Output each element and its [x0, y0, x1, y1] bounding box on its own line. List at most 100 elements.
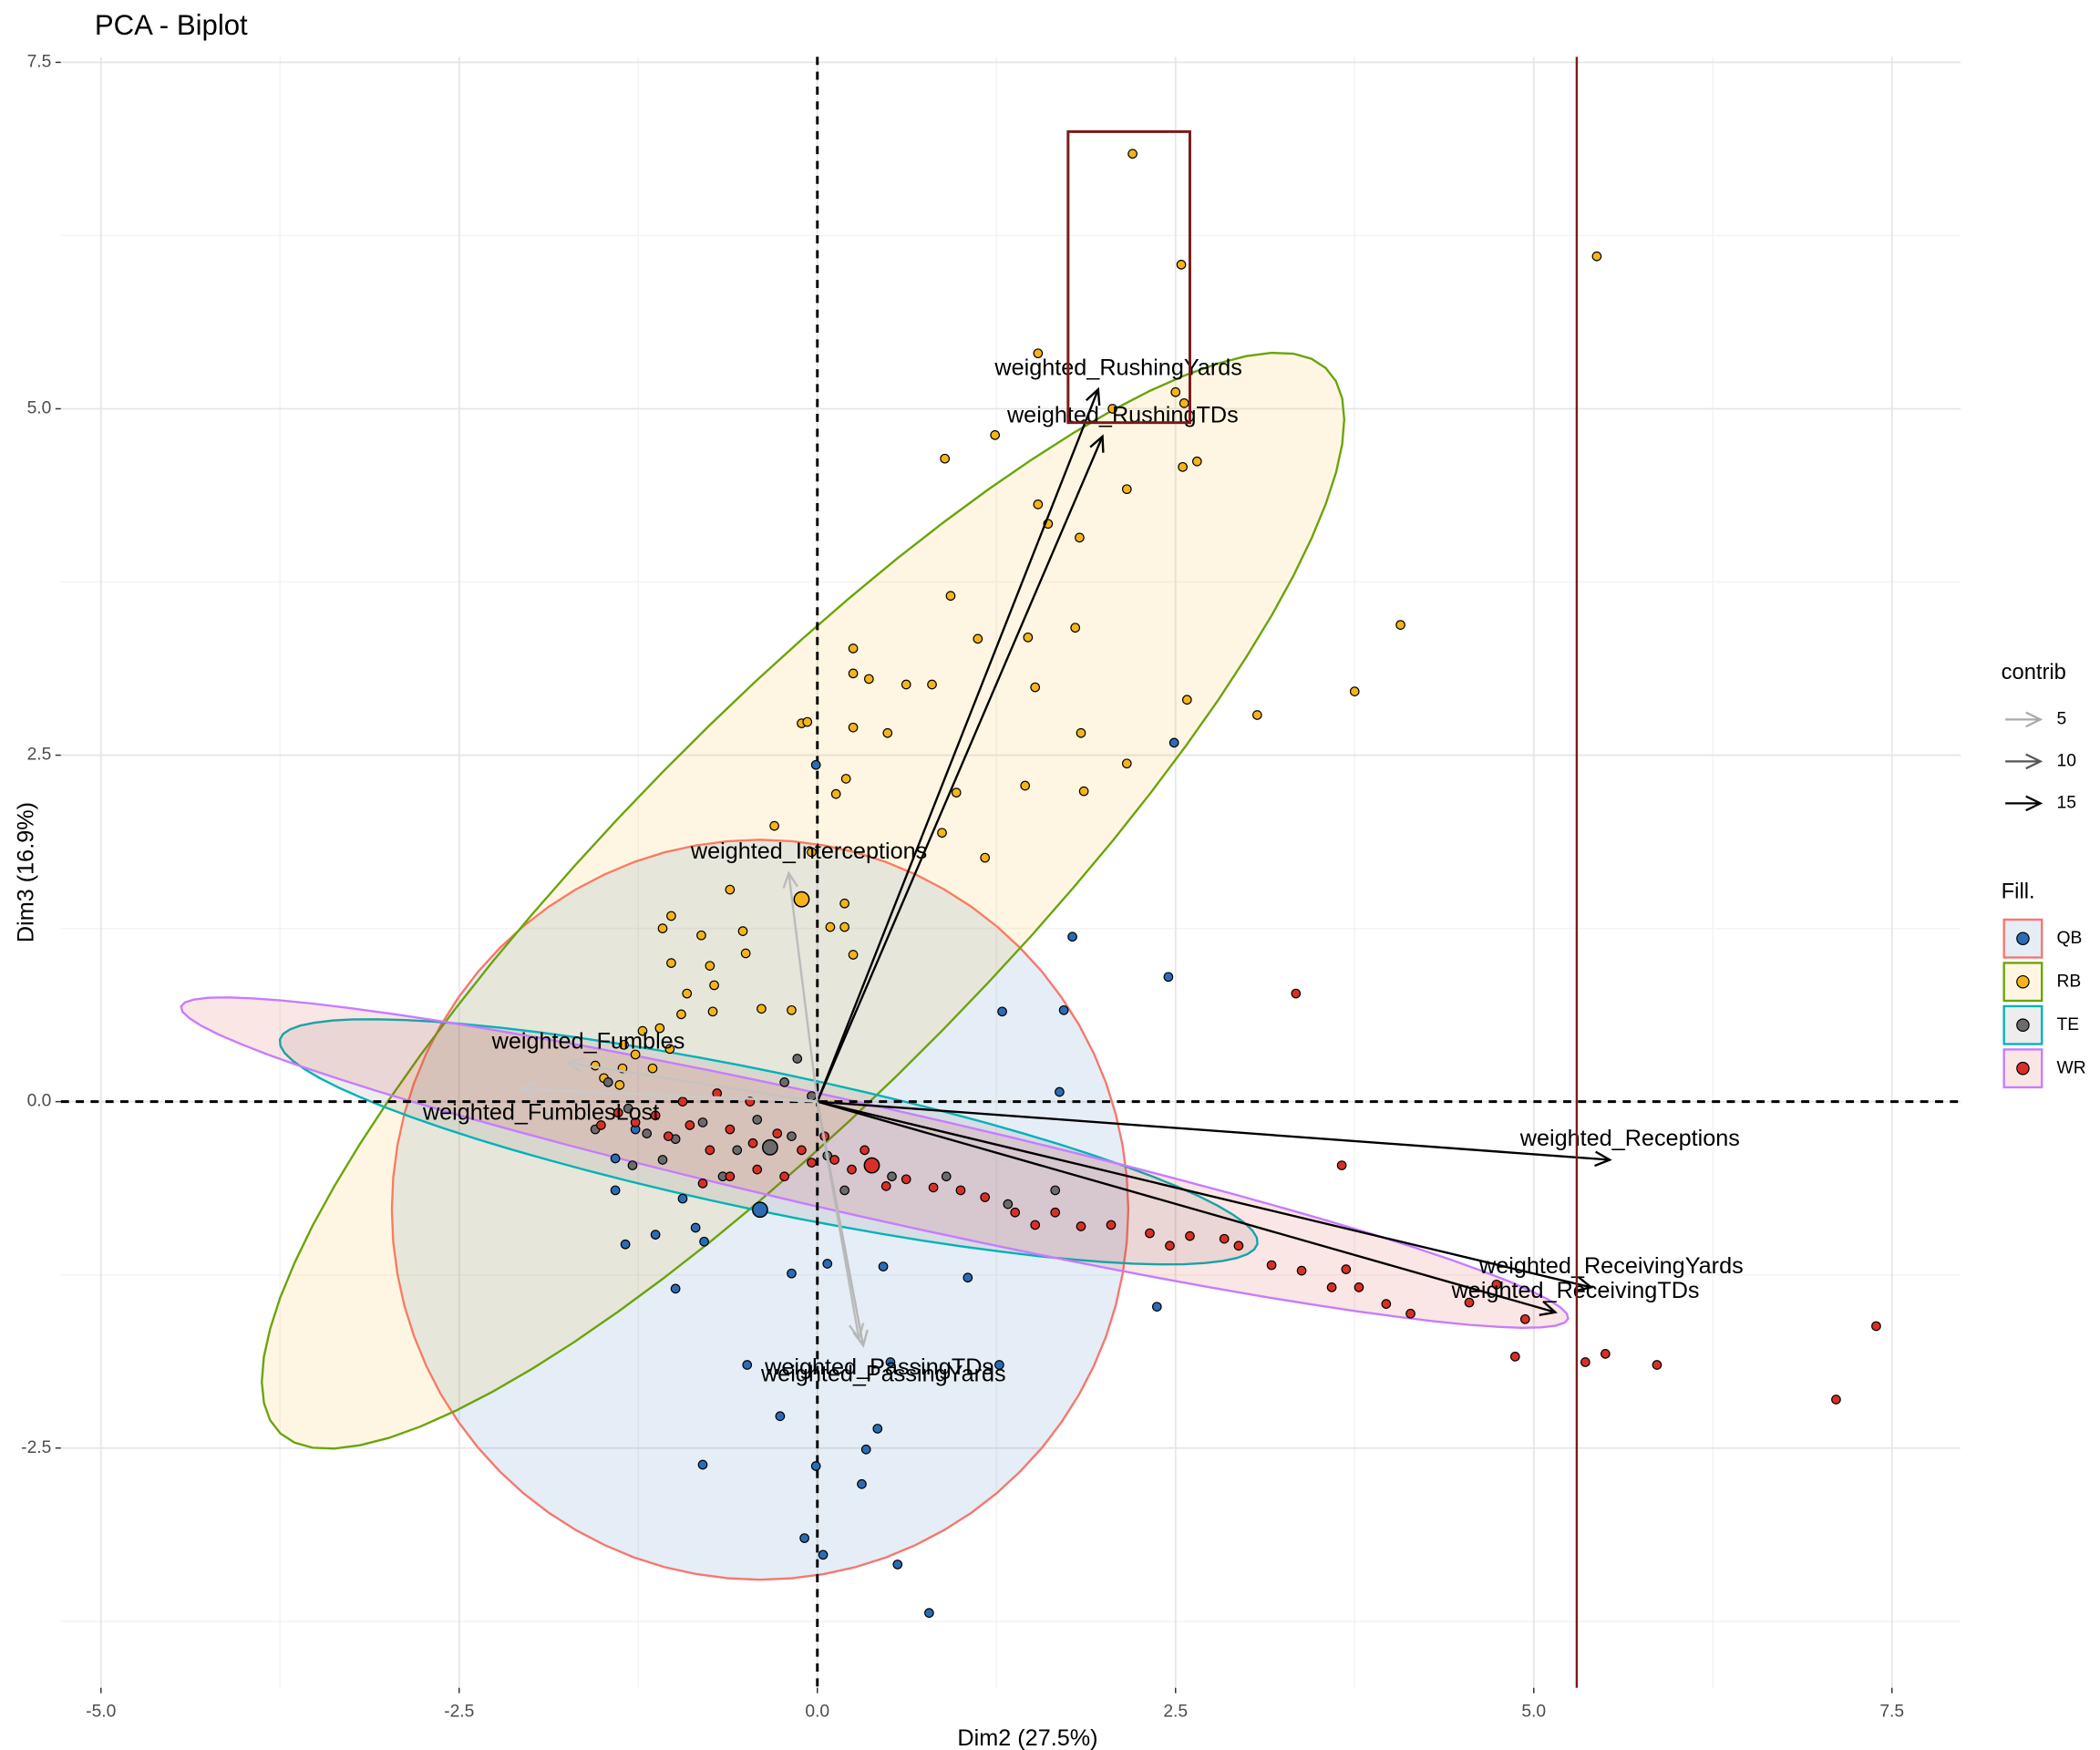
data-point — [1033, 348, 1044, 359]
data-point — [1078, 786, 1089, 797]
data-point — [1354, 1282, 1364, 1292]
legend-point — [2016, 1018, 2030, 1032]
arrow-head — [1089, 434, 1105, 453]
data-point — [1185, 1230, 1195, 1241]
data-point — [799, 1533, 809, 1543]
data-point — [787, 1131, 797, 1141]
data-point — [807, 1091, 817, 1101]
data-point — [807, 847, 817, 858]
legend-point — [2016, 932, 2030, 946]
data-point — [1580, 1357, 1590, 1367]
data-point — [1058, 1004, 1069, 1015]
loading-arrow — [816, 388, 1099, 1103]
data-point — [699, 1236, 709, 1247]
data-point — [747, 1138, 758, 1148]
data-point — [682, 988, 693, 999]
data-point — [1070, 623, 1081, 633]
data-point — [677, 1096, 688, 1107]
legend-label: RB — [2057, 972, 2082, 991]
data-point — [997, 1006, 1007, 1017]
data-point — [1020, 780, 1031, 791]
legend-label: QB — [2057, 929, 2083, 948]
data-point — [614, 1080, 625, 1090]
data-point — [892, 1560, 903, 1570]
data-point — [962, 1272, 973, 1283]
data-point — [654, 1023, 665, 1034]
arrow-head — [1594, 1150, 1612, 1168]
legend-arrow-head — [2025, 711, 2043, 728]
data-point — [705, 961, 715, 971]
data-point — [940, 453, 951, 464]
data-point — [928, 1182, 939, 1193]
data-point — [596, 1120, 606, 1130]
data-point — [725, 1171, 736, 1182]
variable-label: weighted_PassingYards — [760, 1362, 1006, 1387]
data-point — [1252, 710, 1262, 720]
data-point — [663, 1131, 674, 1141]
data-point — [690, 1222, 701, 1233]
data-point — [1831, 1395, 1841, 1405]
loading-arrow — [817, 1100, 1591, 1289]
data-point — [1076, 727, 1086, 738]
data-point — [1191, 456, 1202, 467]
legend-point — [2016, 1061, 2030, 1076]
data-point — [630, 1117, 641, 1127]
data-point — [1107, 404, 1117, 414]
data-point — [725, 884, 736, 895]
data-point — [1030, 1220, 1041, 1230]
data-point — [657, 1155, 668, 1165]
data-point — [779, 1077, 789, 1087]
x-tick-label: 5.0 — [1521, 1703, 1546, 1722]
data-point — [697, 1179, 708, 1189]
arrow-head — [1085, 386, 1101, 407]
legend-arrow-head — [2025, 795, 2043, 812]
data-point — [1291, 988, 1302, 999]
data-point — [647, 1063, 658, 1074]
data-point — [1127, 149, 1138, 160]
loading-arrow — [816, 436, 1104, 1103]
legend-title: Fill. — [2002, 880, 2035, 904]
data-point — [657, 923, 668, 933]
x-tick-label: -5.0 — [86, 1703, 116, 1722]
data-point — [1491, 1279, 1502, 1290]
data-point — [707, 1006, 718, 1017]
data-point — [637, 1025, 648, 1036]
data-point — [880, 1181, 891, 1191]
data-point — [825, 921, 836, 932]
data-point — [1519, 1313, 1530, 1324]
data-point — [1509, 1352, 1520, 1362]
legend-title: contrib — [2002, 661, 2066, 685]
data-point — [697, 1117, 708, 1127]
data-point — [1168, 737, 1179, 748]
data-point — [797, 1145, 807, 1156]
data-point — [860, 1444, 871, 1455]
data-point — [980, 1192, 991, 1202]
data-point — [1591, 251, 1602, 262]
data-point — [807, 1158, 817, 1168]
data-point — [619, 1039, 629, 1050]
data-point — [994, 1360, 1004, 1370]
loading-arrow — [568, 1061, 818, 1103]
legend-point — [2016, 974, 2030, 989]
data-point — [1326, 1282, 1337, 1292]
data-point — [742, 1360, 753, 1370]
data-point — [705, 1145, 715, 1156]
data-point — [623, 1103, 633, 1114]
group-centroid — [793, 890, 810, 908]
data-point — [612, 1107, 623, 1118]
data-point — [847, 1164, 857, 1175]
data-point — [779, 1171, 789, 1182]
data-point — [1055, 1086, 1065, 1097]
variable-label: weighted_PassingTDs — [764, 1354, 993, 1380]
data-point — [1341, 1264, 1352, 1274]
data-point — [860, 1145, 870, 1156]
data-point — [864, 674, 874, 685]
data-point — [1176, 260, 1187, 270]
y-tick-label: -2.5 — [21, 1438, 51, 1457]
loading-arrow — [788, 872, 818, 1102]
data-point — [1179, 398, 1189, 408]
data-point — [642, 1128, 653, 1138]
data-point — [839, 1185, 849, 1196]
legend-label: 5 — [2057, 709, 2067, 728]
data-point — [872, 1424, 883, 1434]
